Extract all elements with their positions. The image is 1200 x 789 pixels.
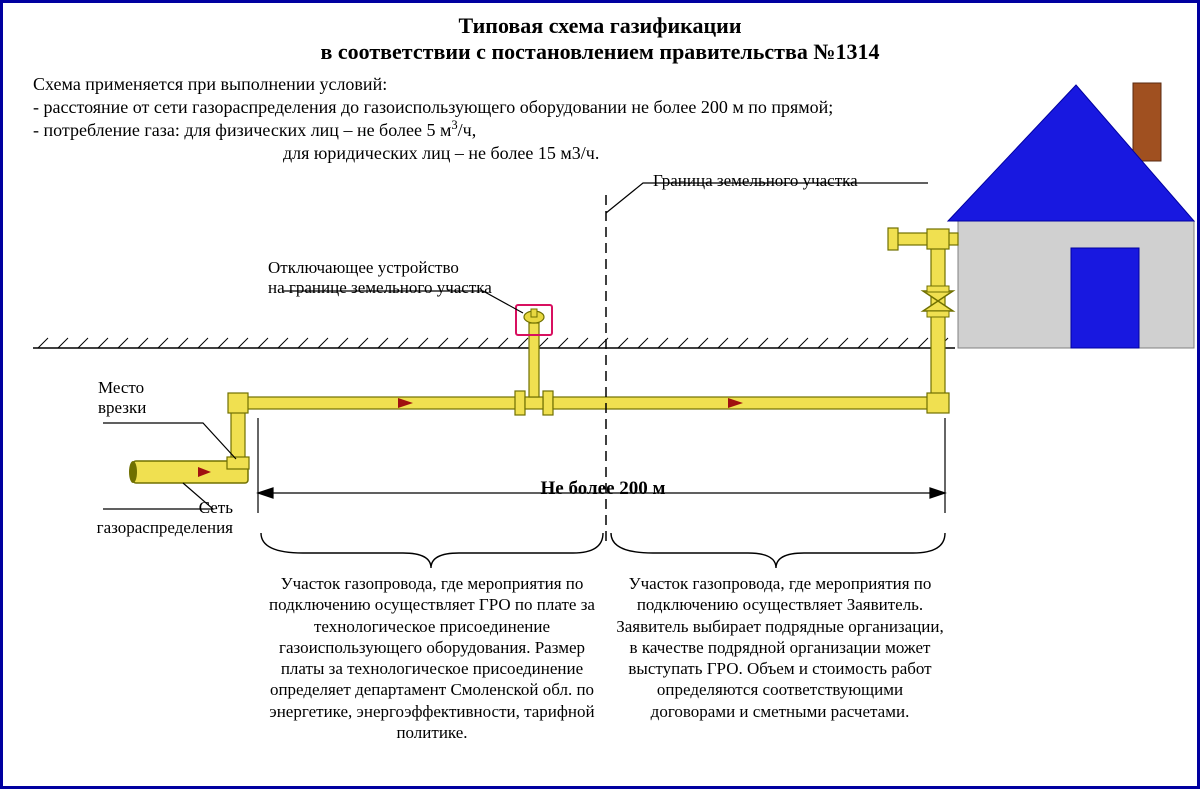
- bracket-right: [611, 533, 945, 568]
- section-left-text: Участок газопровода, где мероприятия по …: [258, 573, 606, 743]
- house-icon: [948, 83, 1194, 348]
- ground-line: [33, 338, 955, 348]
- network-callout: Сеть газораспределения: [53, 498, 233, 539]
- distance-label: Не более 200 м: [463, 478, 743, 501]
- tiein-leader: [103, 423, 236, 459]
- boundary-callout: Граница земельного участка: [653, 171, 933, 191]
- shutoff-callout: Отключающее устройство на границе земель…: [268, 258, 548, 299]
- tiein-callout: Место врезки: [98, 378, 188, 419]
- bracket-left: [261, 533, 603, 568]
- riser-valve-icon: [923, 286, 953, 317]
- section-right-text: Участок газопровода, где мероприятия по …: [615, 573, 945, 722]
- diagram-frame: Типовая схема газификации в соответствии…: [0, 0, 1200, 789]
